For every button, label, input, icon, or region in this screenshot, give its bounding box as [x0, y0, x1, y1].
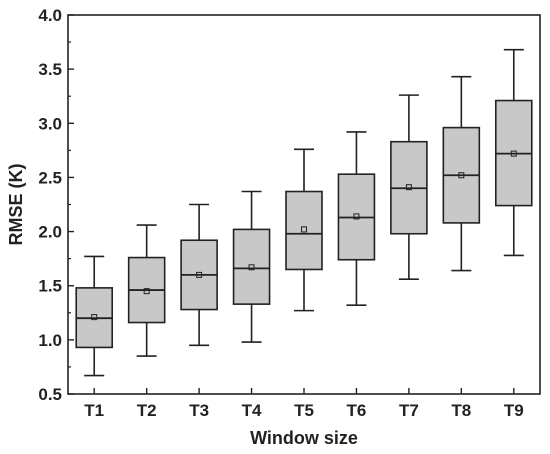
box-T4 [232, 190, 271, 343]
y-tick-label: 4.0 [38, 6, 62, 25]
iqr-box [232, 228, 271, 305]
mean-marker [301, 226, 307, 233]
y-axis-ticks: 0.5 1.0 1.5 2.0 2.5 3.0 3.5 4.0 [38, 6, 74, 404]
box-T9 [494, 48, 533, 257]
x-tick-label: T4 [242, 401, 262, 420]
x-tick-label: T9 [504, 401, 524, 420]
y-axis-title: RMSE (K) [6, 164, 26, 246]
y-tick-label: 3.5 [38, 60, 62, 79]
box-T2 [127, 224, 166, 357]
x-tick-label: T8 [451, 401, 471, 420]
mean-marker [353, 213, 360, 220]
mean-marker [510, 150, 517, 157]
y-tick-label: 1.0 [38, 331, 62, 350]
x-tick-label: T5 [294, 401, 314, 420]
chart-marks [75, 48, 533, 377]
x-tick-label: T7 [399, 401, 419, 420]
iqr-box [285, 190, 323, 271]
box-T8 [442, 75, 481, 272]
y-tick-label: 3.0 [38, 114, 62, 133]
x-tick-label: T3 [189, 401, 209, 420]
mean-marker [458, 172, 465, 179]
x-tick-label: T6 [347, 401, 367, 420]
box-T3 [180, 203, 218, 347]
mean-marker [405, 184, 412, 191]
box-T1 [75, 255, 114, 377]
y-tick-label: 2.0 [38, 223, 62, 242]
box-T6 [337, 131, 376, 307]
mean-marker [196, 271, 203, 278]
mean-marker [248, 264, 255, 271]
y-tick-label: 2.5 [38, 168, 62, 187]
box-T5 [285, 148, 323, 312]
y-tick-label: 1.5 [38, 277, 62, 296]
box-T7 [390, 94, 428, 281]
x-tick-label: T2 [137, 401, 157, 420]
x-tick-label: T1 [84, 401, 104, 420]
x-axis-title: Window size [250, 428, 358, 448]
y-tick-label: 0.5 [38, 385, 62, 404]
x-axis-ticks: T1 T2 T3 T4 T5 T6 T7 T8 T9 [84, 388, 524, 420]
mean-marker [143, 288, 150, 295]
mean-marker [91, 314, 98, 321]
